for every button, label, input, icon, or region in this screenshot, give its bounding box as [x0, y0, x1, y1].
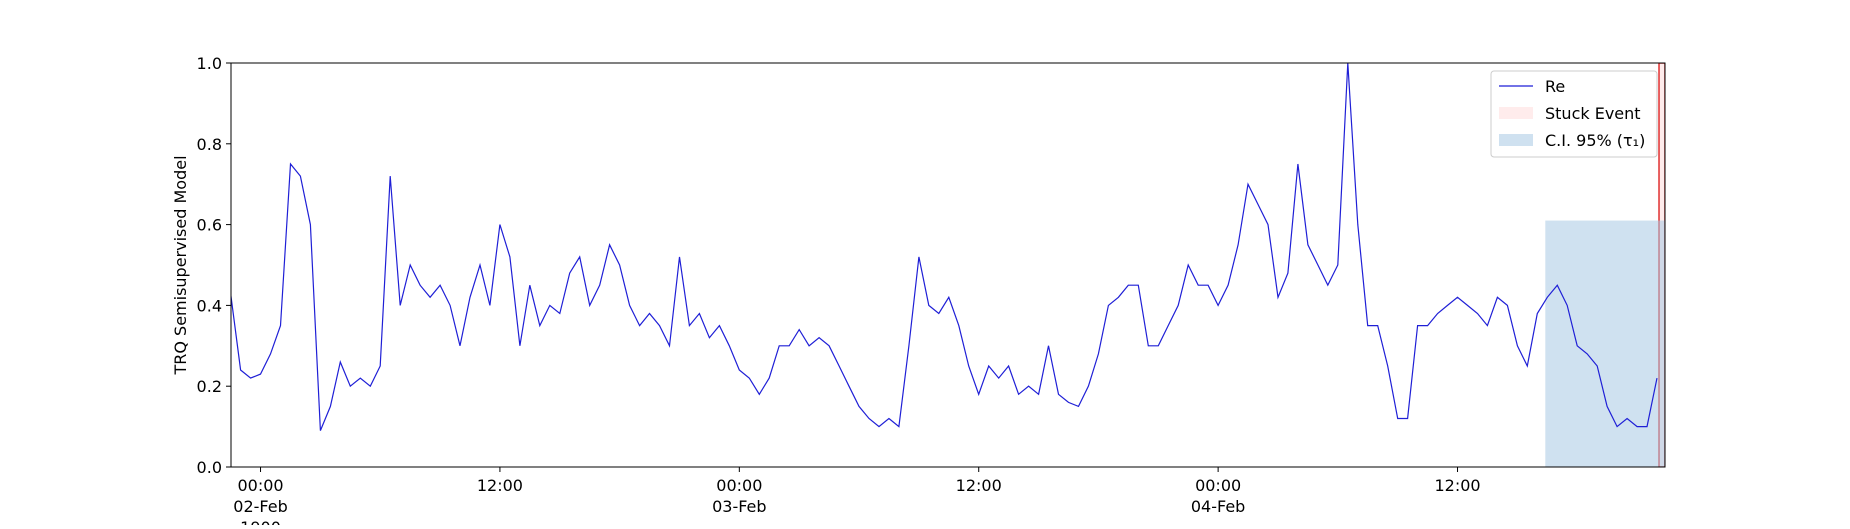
- y-tick-label: 1.0: [197, 54, 222, 73]
- y-tick-label: 0.0: [197, 458, 222, 477]
- x-tick-label: 00:00 03-Feb: [712, 476, 766, 516]
- y-tick-label: 0.2: [197, 377, 222, 396]
- x-tick-label: 12:00: [1434, 476, 1480, 495]
- legend-label: C.I. 95% (τ₁): [1545, 131, 1645, 150]
- x-tick-label: 12:00: [477, 476, 523, 495]
- y-tick-label: 0.4: [197, 296, 222, 315]
- legend-label: Re: [1545, 77, 1565, 96]
- span: [1545, 220, 1665, 467]
- plot-frame: [230, 62, 1666, 468]
- y-tick-label: 0.6: [197, 216, 222, 235]
- x-tick-label: 12:00: [956, 476, 1002, 495]
- legend-swatch: [1499, 134, 1533, 146]
- y-tick-label: 0.8: [197, 135, 222, 154]
- legend-label: Stuck Event: [1545, 104, 1641, 123]
- legend-swatch: [1499, 107, 1533, 119]
- data-line: [231, 63, 1658, 431]
- x-tick-label: 00:00 04-Feb: [1191, 476, 1245, 516]
- y-axis-label: TRQ Semisupervised Model: [171, 155, 190, 375]
